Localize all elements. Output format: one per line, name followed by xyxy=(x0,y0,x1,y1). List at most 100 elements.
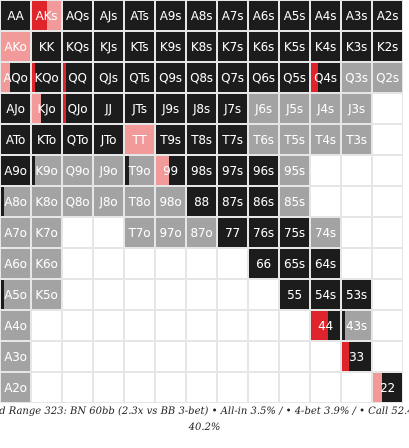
hand-cell-64s[interactable]: 64s xyxy=(310,248,341,279)
hand-cell-QQ[interactable]: QQ xyxy=(62,62,93,93)
hand-cell-ATs[interactable]: ATs xyxy=(124,0,155,31)
hand-cell-QTo[interactable]: QTo xyxy=(62,124,93,155)
hand-cell-QJs[interactable]: QJs xyxy=(93,62,124,93)
hand-cell-53s[interactable]: 53s xyxy=(341,279,372,310)
hand-cell-Q8o[interactable]: Q8o xyxy=(62,186,93,217)
hand-cell-J9s[interactable]: J9s xyxy=(155,93,186,124)
hand-cell-98o[interactable]: 98o xyxy=(155,186,186,217)
hand-cell-T8s[interactable]: T8s xyxy=(186,124,217,155)
hand-cell-Q5s[interactable]: Q5s xyxy=(279,62,310,93)
hand-cell-Q7s[interactable]: Q7s xyxy=(217,62,248,93)
hand-cell-A5s[interactable]: A5s xyxy=(279,0,310,31)
hand-cell-A6s[interactable]: A6s xyxy=(248,0,279,31)
hand-cell-T9o[interactable]: T9o xyxy=(124,155,155,186)
hand-cell-KK[interactable]: KK xyxy=(31,31,62,62)
hand-cell-K6o[interactable]: K6o xyxy=(31,248,62,279)
hand-cell-98s[interactable]: 98s xyxy=(186,155,217,186)
hand-cell-AQs[interactable]: AQs xyxy=(62,0,93,31)
hand-cell-A2o[interactable]: A2o xyxy=(0,372,31,403)
hand-cell-T8o[interactable]: T8o xyxy=(124,186,155,217)
hand-cell-K6s[interactable]: K6s xyxy=(248,31,279,62)
hand-cell-A4o[interactable]: A4o xyxy=(0,310,31,341)
hand-cell-K2s[interactable]: K2s xyxy=(372,31,403,62)
hand-cell-Q9o[interactable]: Q9o xyxy=(62,155,93,186)
hand-cell-J8o[interactable]: J8o xyxy=(93,186,124,217)
hand-cell-T7o[interactable]: T7o xyxy=(124,217,155,248)
hand-cell-K3s[interactable]: K3s xyxy=(341,31,372,62)
hand-cell-JTs[interactable]: JTs xyxy=(124,93,155,124)
hand-cell-J3s[interactable]: J3s xyxy=(341,93,372,124)
hand-cell-AKo[interactable]: AKo xyxy=(0,31,31,62)
hand-cell-KJo[interactable]: KJo xyxy=(31,93,62,124)
hand-cell-88[interactable]: 88 xyxy=(186,186,217,217)
hand-cell-97o[interactable]: 97o xyxy=(155,217,186,248)
hand-cell-Q3s[interactable]: Q3s xyxy=(341,62,372,93)
hand-cell-96s[interactable]: 96s xyxy=(248,155,279,186)
hand-cell-QJo[interactable]: QJo xyxy=(62,93,93,124)
hand-cell-Q9s[interactable]: Q9s xyxy=(155,62,186,93)
hand-cell-QTs[interactable]: QTs xyxy=(124,62,155,93)
hand-cell-KJs[interactable]: KJs xyxy=(93,31,124,62)
hand-cell-Q4s[interactable]: Q4s xyxy=(310,62,341,93)
hand-cell-J7s[interactable]: J7s xyxy=(217,93,248,124)
hand-cell-J6s[interactable]: J6s xyxy=(248,93,279,124)
hand-cell-K5s[interactable]: K5s xyxy=(279,31,310,62)
hand-cell-55[interactable]: 55 xyxy=(279,279,310,310)
hand-cell-K8o[interactable]: K8o xyxy=(31,186,62,217)
hand-cell-K9o[interactable]: K9o xyxy=(31,155,62,186)
hand-cell-87s[interactable]: 87s xyxy=(217,186,248,217)
hand-cell-KTs[interactable]: KTs xyxy=(124,31,155,62)
hand-cell-75s[interactable]: 75s xyxy=(279,217,310,248)
hand-cell-66[interactable]: 66 xyxy=(248,248,279,279)
hand-cell-T3s[interactable]: T3s xyxy=(341,124,372,155)
hand-cell-J8s[interactable]: J8s xyxy=(186,93,217,124)
hand-cell-AQo[interactable]: AQo xyxy=(0,62,31,93)
hand-cell-AA[interactable]: AA xyxy=(0,0,31,31)
hand-cell-A7o[interactable]: A7o xyxy=(0,217,31,248)
hand-cell-T4s[interactable]: T4s xyxy=(310,124,341,155)
hand-cell-95s[interactable]: 95s xyxy=(279,155,310,186)
hand-cell-A7s[interactable]: A7s xyxy=(217,0,248,31)
hand-cell-86s[interactable]: 86s xyxy=(248,186,279,217)
hand-cell-A5o[interactable]: A5o xyxy=(0,279,31,310)
hand-cell-K7o[interactable]: K7o xyxy=(31,217,62,248)
hand-cell-T5s[interactable]: T5s xyxy=(279,124,310,155)
hand-cell-TT[interactable]: TT xyxy=(124,124,155,155)
hand-cell-J9o[interactable]: J9o xyxy=(93,155,124,186)
hand-cell-KQs[interactable]: KQs xyxy=(62,31,93,62)
hand-cell-KTo[interactable]: KTo xyxy=(31,124,62,155)
hand-cell-ATo[interactable]: ATo xyxy=(0,124,31,155)
hand-cell-J5s[interactable]: J5s xyxy=(279,93,310,124)
hand-cell-K8s[interactable]: K8s xyxy=(186,31,217,62)
hand-cell-33[interactable]: 33 xyxy=(341,341,372,372)
hand-cell-AJs[interactable]: AJs xyxy=(93,0,124,31)
hand-cell-87o[interactable]: 87o xyxy=(186,217,217,248)
hand-cell-A3s[interactable]: A3s xyxy=(341,0,372,31)
hand-cell-A8o[interactable]: A8o xyxy=(0,186,31,217)
hand-cell-K4s[interactable]: K4s xyxy=(310,31,341,62)
hand-cell-54s[interactable]: 54s xyxy=(310,279,341,310)
hand-cell-74s[interactable]: 74s xyxy=(310,217,341,248)
hand-cell-KQo[interactable]: KQo xyxy=(31,62,62,93)
hand-cell-A9o[interactable]: A9o xyxy=(0,155,31,186)
hand-cell-77[interactable]: 77 xyxy=(217,217,248,248)
hand-cell-65s[interactable]: 65s xyxy=(279,248,310,279)
hand-cell-J4s[interactable]: J4s xyxy=(310,93,341,124)
hand-cell-K7s[interactable]: K7s xyxy=(217,31,248,62)
hand-cell-Q2s[interactable]: Q2s xyxy=(372,62,403,93)
hand-cell-43s[interactable]: 43s xyxy=(341,310,372,341)
hand-cell-AKs[interactable]: AKs xyxy=(31,0,62,31)
hand-cell-97s[interactable]: 97s xyxy=(217,155,248,186)
hand-cell-AJo[interactable]: AJo xyxy=(0,93,31,124)
hand-cell-99[interactable]: 99 xyxy=(155,155,186,186)
hand-cell-A2s[interactable]: A2s xyxy=(372,0,403,31)
hand-cell-A8s[interactable]: A8s xyxy=(186,0,217,31)
hand-cell-76s[interactable]: 76s xyxy=(248,217,279,248)
hand-cell-Q8s[interactable]: Q8s xyxy=(186,62,217,93)
hand-cell-A6o[interactable]: A6o xyxy=(0,248,31,279)
hand-cell-T9s[interactable]: T9s xyxy=(155,124,186,155)
hand-cell-T7s[interactable]: T7s xyxy=(217,124,248,155)
hand-cell-T6s[interactable]: T6s xyxy=(248,124,279,155)
hand-cell-A4s[interactable]: A4s xyxy=(310,0,341,31)
hand-cell-K5o[interactable]: K5o xyxy=(31,279,62,310)
